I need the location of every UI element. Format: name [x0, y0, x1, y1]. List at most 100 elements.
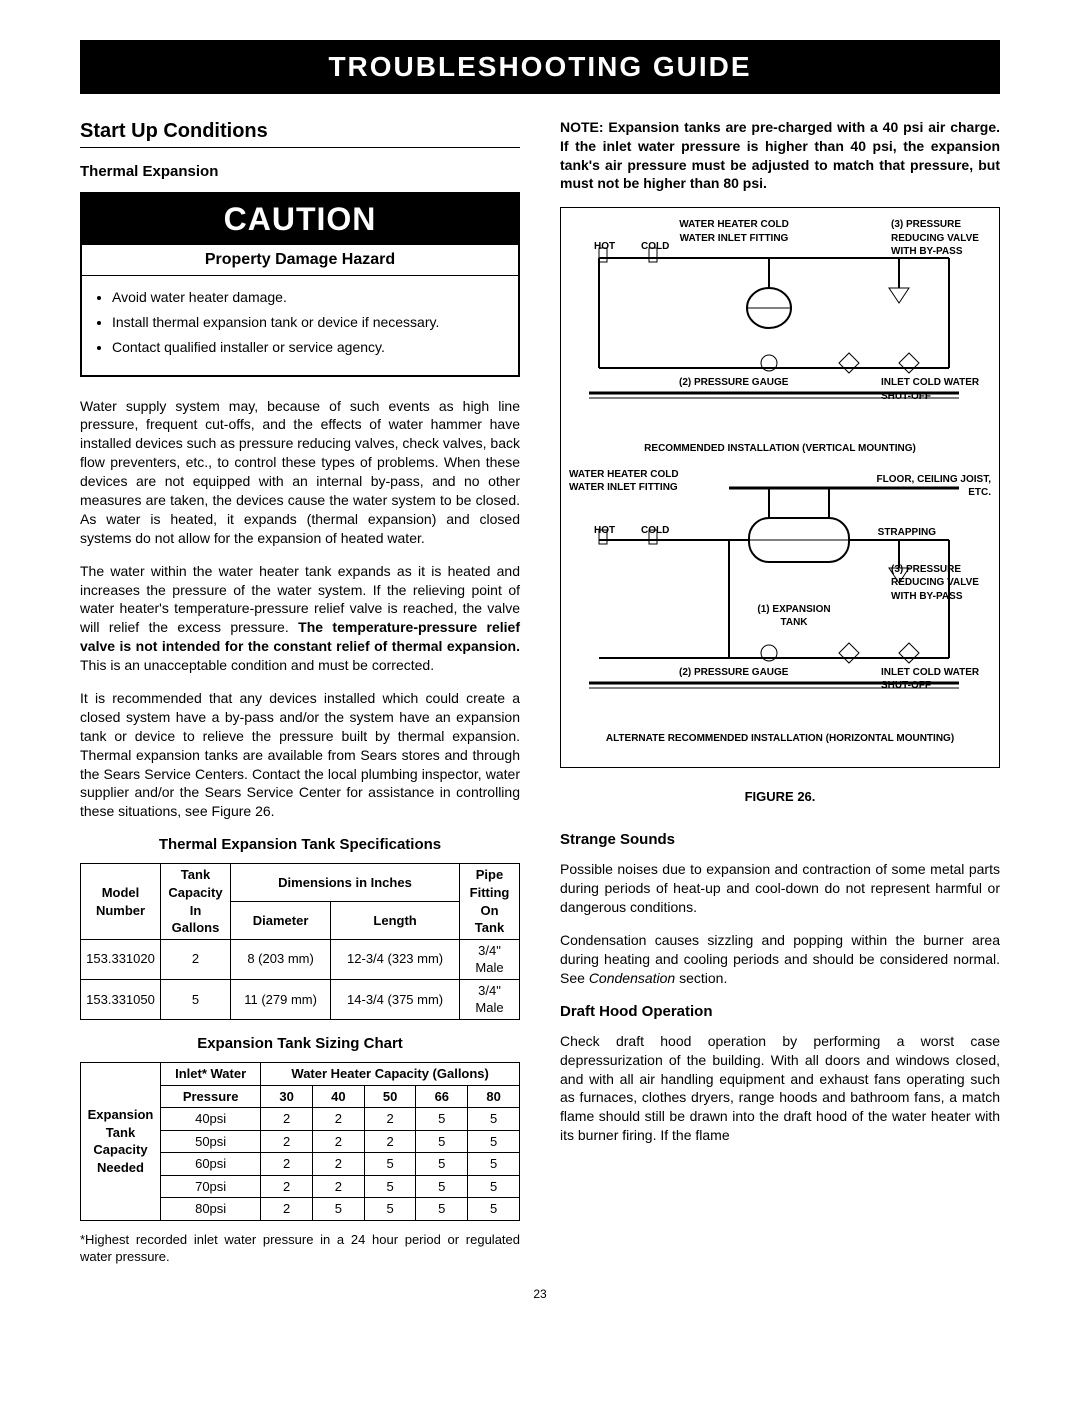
td: 50psi — [161, 1130, 261, 1153]
caution-title: CAUTION — [82, 194, 518, 245]
td: 2 — [261, 1130, 313, 1153]
th-capheader: Water Heater Capacity (Gallons) — [261, 1063, 520, 1086]
page-banner: TROUBLESHOOTING GUIDE — [80, 40, 1000, 94]
td: 2 — [364, 1108, 416, 1131]
th-model-sub: Number — [96, 903, 145, 918]
td: 5 — [416, 1130, 468, 1153]
caution-subtitle: Property Damage Hazard — [82, 245, 518, 276]
label-gauge: (2) PRESSURE GAUGE — [679, 376, 788, 390]
th-pipe-sub: On Tank — [475, 903, 504, 936]
paragraph: The water within the water heater tank e… — [80, 562, 520, 675]
table-row: 153.331050 5 11 (279 mm) 14-3/4 (375 mm)… — [81, 979, 520, 1019]
footnote: *Highest recorded inlet water pressure i… — [80, 1231, 520, 1266]
th-model: Model — [102, 885, 140, 900]
th-dia: Diameter — [231, 902, 331, 940]
td: 5 — [468, 1108, 520, 1131]
draft-hood-heading: Draft Hood Operation — [560, 1002, 1000, 1022]
text: section. — [675, 970, 727, 986]
sizing-chart: Expansion Tank Capacity Needed Inlet* Wa… — [80, 1062, 520, 1221]
label-inlet: WATER HEATER COLD WATER INLET FITTING — [679, 218, 789, 245]
th-cap-col: 66 — [416, 1085, 468, 1108]
td: 2 — [313, 1130, 365, 1153]
td: 5 — [468, 1175, 520, 1198]
left-column: Start Up Conditions Thermal Expansion CA… — [80, 118, 520, 1266]
label-floor: FLOOR, CEILING JOIST, ETC. — [861, 473, 991, 500]
paragraph: Possible noises due to expansion and con… — [560, 860, 1000, 917]
label-exp: (1) EXPANSION TANK — [754, 603, 834, 630]
td: 60psi — [161, 1153, 261, 1176]
td: 2 — [313, 1175, 365, 1198]
td: 5 — [468, 1130, 520, 1153]
th-dim: Dimensions in Inches — [231, 864, 460, 902]
horizontal-mounting-diagram: WATER HEATER COLD WATER INLET FITTING FL… — [569, 468, 991, 728]
td: 5 — [364, 1198, 416, 1221]
th-cap-col: 80 — [468, 1085, 520, 1108]
right-column: NOTE: Expansion tanks are pre-charged wi… — [560, 118, 1000, 1266]
td: 5 — [468, 1198, 520, 1221]
td: 5 — [416, 1153, 468, 1176]
td: 70psi — [161, 1175, 261, 1198]
text: This is an unacceptable condition and mu… — [80, 657, 434, 673]
td: 8 (203 mm) — [231, 939, 331, 979]
label-gauge-2: (2) PRESSURE GAUGE — [679, 666, 788, 680]
th-cap-col: 30 — [261, 1085, 313, 1108]
td: 3/4" Male — [460, 939, 520, 979]
label-prv: (3) PRESSURE REDUCING VALVE WITH BY-PASS — [891, 218, 991, 259]
label-cold-2: COLD — [641, 524, 669, 538]
th-len: Length — [331, 902, 460, 940]
label-shutoff-2: INLET COLD WATER SHUT-OFF — [881, 666, 991, 693]
two-column-layout: Start Up Conditions Thermal Expansion CA… — [80, 118, 1000, 1266]
sizing-chart-title: Expansion Tank Sizing Chart — [80, 1034, 520, 1054]
paragraph: Water supply system may, because of such… — [80, 397, 520, 548]
label-strap: STRAPPING — [878, 526, 936, 540]
th-cap-sub: In Gallons — [172, 903, 220, 936]
note-paragraph: NOTE: Expansion tanks are pre-charged wi… — [560, 118, 1000, 194]
td: 5 — [364, 1175, 416, 1198]
label-inlet-2: WATER HEATER COLD WATER INLET FITTING — [569, 468, 679, 495]
td: 5 — [416, 1198, 468, 1221]
diagram-caption-1: RECOMMENDED INSTALLATION (VERTICAL MOUNT… — [569, 442, 991, 456]
th-cap-col: 40 — [313, 1085, 365, 1108]
paragraph: Check draft hood operation by performing… — [560, 1032, 1000, 1145]
td: 2 — [261, 1198, 313, 1221]
td: 2 — [261, 1153, 313, 1176]
caution-item: Avoid water heater damage. — [112, 288, 500, 307]
th-inlet: Inlet* Water — [161, 1063, 261, 1086]
td: 14-3/4 (375 mm) — [331, 979, 460, 1019]
th-cap: Tank Capacity — [168, 867, 222, 900]
td: 2 — [161, 939, 231, 979]
page-number: 23 — [80, 1286, 1000, 1302]
td: 2 — [364, 1130, 416, 1153]
strange-sounds-heading: Strange Sounds — [560, 830, 1000, 850]
start-up-conditions-title: Start Up Conditions — [80, 118, 520, 148]
td: 80psi — [161, 1198, 261, 1221]
spec-table-title: Thermal Expansion Tank Specifications — [80, 835, 520, 855]
td: 2 — [261, 1108, 313, 1131]
td: 5 — [364, 1153, 416, 1176]
td: 153.331020 — [81, 939, 161, 979]
spec-table: Model Number Tank Capacity In Gallons Di… — [80, 863, 520, 1019]
td: 5 — [416, 1175, 468, 1198]
td: 5 — [416, 1108, 468, 1131]
caution-box: CAUTION Property Damage Hazard Avoid wat… — [80, 192, 520, 376]
label-shutoff: INLET COLD WATER SHUT-OFF — [881, 376, 991, 403]
td: 5 — [468, 1153, 520, 1176]
label-prv-2: (3) PRESSURE REDUCING VALVE WITH BY-PASS — [891, 563, 991, 604]
th-pressure: Pressure — [161, 1085, 261, 1108]
td: 11 (279 mm) — [231, 979, 331, 1019]
td: 12-3/4 (323 mm) — [331, 939, 460, 979]
figure-label: FIGURE 26. — [560, 788, 1000, 806]
table-row: 153.331020 2 8 (203 mm) 12-3/4 (323 mm) … — [81, 939, 520, 979]
td: 2 — [313, 1153, 365, 1176]
label-hot-2: HOT — [594, 524, 615, 538]
paragraph: It is recommended that any devices insta… — [80, 689, 520, 821]
paragraph: Condensation causes sizzling and popping… — [560, 931, 1000, 988]
caution-item: Contact qualified installer or service a… — [112, 338, 500, 357]
td: 5 — [313, 1198, 365, 1221]
thermal-expansion-heading: Thermal Expansion — [80, 162, 520, 182]
td: 2 — [261, 1175, 313, 1198]
caution-item: Install thermal expansion tank or device… — [112, 313, 500, 332]
italic-text: Condensation — [589, 970, 675, 986]
td: 3/4" Male — [460, 979, 520, 1019]
diagram-caption-2: ALTERNATE RECOMMENDED INSTALLATION (HORI… — [569, 732, 991, 746]
